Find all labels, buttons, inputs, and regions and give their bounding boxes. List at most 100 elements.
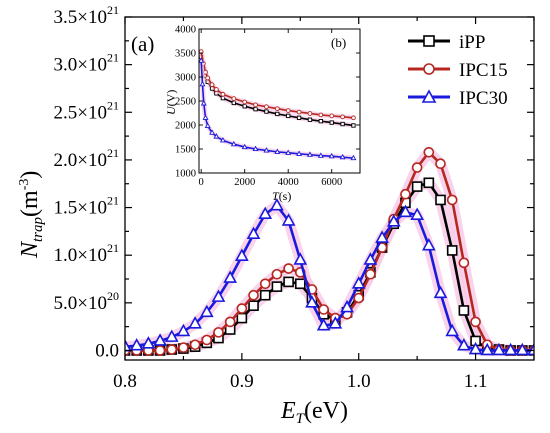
- inset-point-ipc15-16: [329, 113, 335, 119]
- inset-y-tick-label: 1000: [175, 169, 196, 180]
- main-panel-label: (a): [131, 32, 154, 56]
- inset-chart: 0 2000 4000 6000 1000 1500 2000 2500 3000 3500 400…: [164, 25, 361, 203]
- main-y-axis-subscript: trap: [30, 216, 46, 242]
- point-ipc30-1: [129, 338, 144, 351]
- inset-point-ipc15-8: [242, 99, 248, 105]
- legend-entry-ipc30: IPC30: [408, 88, 508, 109]
- point-ipc30-14: [281, 213, 296, 226]
- legend-marker-ipp: [423, 35, 435, 47]
- x-tick-label: 0.8: [113, 371, 137, 392]
- inset-point-ipc15-14: [307, 111, 313, 116]
- inset-series-ipc15: [198, 49, 356, 121]
- point-ipc15-27: [435, 158, 446, 170]
- point-ipc30-7: [199, 304, 214, 318]
- point-ipc30-18: [328, 316, 343, 329]
- inset-point-ipc30-1: [199, 80, 206, 87]
- legend-label-ipp: iPP: [459, 32, 485, 53]
- inset-x-tick-label: 6000: [321, 177, 342, 188]
- y-tick-label: 1.0×1021: [54, 241, 119, 266]
- point-ipc15-11: [248, 289, 259, 301]
- legend-entry-ipp: iPP: [408, 32, 485, 53]
- point-ipc15-4: [166, 344, 178, 355]
- y-tick-label: 3.5×1021: [54, 3, 119, 28]
- point-ipc30-25: [410, 207, 424, 220]
- point-ipc15-10: [236, 303, 248, 314]
- inset-point-ipc30-15: [306, 151, 313, 157]
- inset-series-ipc30: [198, 57, 357, 161]
- point-ipp-14: [283, 276, 294, 288]
- main-ticks: 0.8 0.9 1.0 1.1 0.0 5.0×1020 1.0×1021 1.5×1021 2…: [54, 3, 535, 392]
- inset-y-tick-label: 4000: [175, 25, 196, 36]
- inset-point-ipp-17: [340, 121, 345, 127]
- legend-marker-ipc15: [423, 63, 435, 75]
- inset-x-axis-unit: (s): [279, 189, 292, 203]
- main-x-axis-title: ET(eV): [280, 398, 348, 427]
- point-ipc15-6: [189, 339, 201, 351]
- point-ipc15-13: [271, 268, 283, 280]
- point-ipc30-15: [293, 252, 308, 265]
- inset-y-axis-symbol: U: [164, 105, 178, 115]
- point-ipc15-17: [318, 304, 329, 315]
- point-ipc15-12: [259, 278, 271, 290]
- inset-point-ipc15-18: [351, 115, 356, 121]
- inset-point-ipc30-7: [219, 137, 226, 143]
- inset-point-ipc30-11: [263, 147, 270, 153]
- inset-point-ipc15-7: [231, 96, 237, 101]
- point-ipp-11: [248, 300, 259, 311]
- legend-label-ipc30: IPC30: [459, 88, 508, 109]
- inset-x-axis-title: T(s): [272, 189, 291, 203]
- point-ipc15-7: [201, 334, 213, 346]
- inset-point-ipc30-6: [213, 133, 220, 139]
- point-ipc30-4: [164, 329, 179, 342]
- inset-point-ipp-13: [296, 115, 302, 120]
- point-ipc15-26: [423, 146, 435, 158]
- inset-point-ipc30-3: [202, 114, 209, 120]
- point-ipc15-21: [365, 268, 376, 280]
- inset-y-axis-title: U(V): [164, 90, 178, 115]
- y-tick-label: 0.0: [95, 340, 119, 361]
- point-ipc30-17: [316, 318, 331, 331]
- inset-point-ipc30-5: [209, 129, 216, 135]
- main-x-axis-subscript: T: [296, 411, 306, 427]
- point-ipc15-3: [154, 345, 166, 356]
- y-tick-label: 3.0×1021: [54, 51, 119, 76]
- inset-point-ipc15-17: [340, 114, 345, 120]
- inset-point-ipc30-17: [328, 152, 335, 159]
- point-ipc15-20: [353, 292, 365, 304]
- inset-point-ipp-10: [264, 109, 269, 114]
- inset-point-ipc30-2: [200, 100, 207, 106]
- inset-y-tick-label: 3000: [175, 73, 196, 84]
- point-ipc15-9: [224, 316, 236, 328]
- point-ipc15-24: [400, 188, 411, 200]
- inset-point-ipc15-13: [296, 109, 302, 115]
- point-ipc30-0: [125, 339, 132, 352]
- inset-point-ipc30-4: [204, 122, 211, 129]
- point-ipc30-33: [503, 342, 518, 356]
- point-ipc30-6: [188, 316, 202, 329]
- y-tick-label: 5.0×1020: [54, 289, 119, 314]
- main-plot-frame: [124, 16, 535, 361]
- point-ipp-25: [411, 181, 423, 192]
- point-ipp-29: [458, 305, 470, 316]
- point-ipp-13: [271, 281, 283, 292]
- inset-point-ipc30-14: [296, 150, 303, 156]
- point-ipc30-16: [305, 295, 319, 308]
- inset-y-tick-label: 3500: [175, 49, 196, 60]
- main-y-axis-unit: (m: [17, 190, 43, 217]
- y-tick-label: 2.0×1021: [54, 146, 119, 171]
- point-ipc30-34: [515, 342, 530, 356]
- point-ipc15-30: [470, 316, 481, 328]
- point-ipc30-24: [398, 204, 413, 218]
- point-ipc15-25: [411, 162, 423, 173]
- point-ipc30-31: [480, 342, 495, 356]
- inset-x-tick-label: 2000: [234, 177, 255, 188]
- point-ipc30-26: [421, 238, 436, 251]
- inset-point-ipp-7: [231, 100, 236, 106]
- inset-point-ipc30-16: [317, 152, 324, 158]
- inset-point-ipc15-9: [253, 102, 258, 108]
- inset-y-tick-label: 2000: [175, 121, 196, 132]
- x-tick-label: 1.1: [464, 371, 488, 392]
- point-ipc15-5: [178, 342, 189, 353]
- series-ipc30: [125, 197, 534, 356]
